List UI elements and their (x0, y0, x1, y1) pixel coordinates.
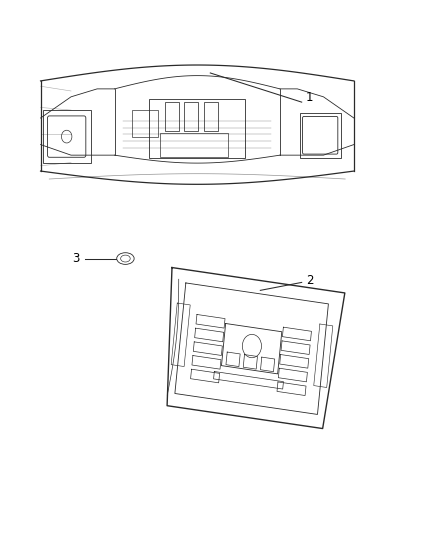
Bar (165, 102, 179, 131)
Bar (149, 100, 245, 158)
Text: 1: 1 (306, 91, 314, 104)
Bar (184, 102, 198, 131)
Bar (160, 133, 228, 157)
Bar (300, 113, 341, 158)
Text: 3: 3 (72, 252, 80, 264)
Text: 2: 2 (306, 274, 314, 287)
Bar (43, 110, 91, 163)
Bar (132, 110, 158, 136)
Bar (204, 102, 218, 131)
